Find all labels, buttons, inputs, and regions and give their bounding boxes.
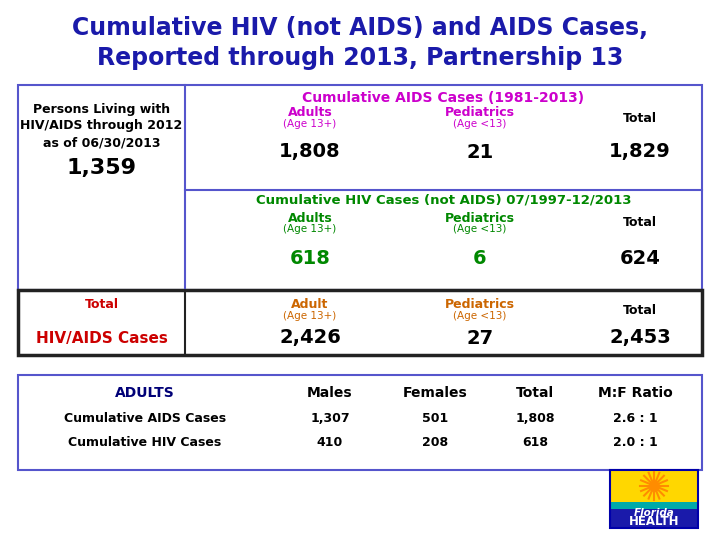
Text: Females: Females bbox=[402, 386, 467, 400]
Text: Cumulative HIV (not AIDS) and AIDS Cases,: Cumulative HIV (not AIDS) and AIDS Cases… bbox=[72, 16, 648, 40]
Text: HEALTH: HEALTH bbox=[629, 515, 679, 528]
Text: 618: 618 bbox=[522, 435, 548, 449]
Text: Total: Total bbox=[516, 386, 554, 400]
Text: (Age 13+): (Age 13+) bbox=[284, 311, 337, 321]
Bar bbox=[610, 502, 698, 509]
Text: 618: 618 bbox=[289, 248, 330, 267]
Text: Males: Males bbox=[307, 386, 353, 400]
Text: Adults: Adults bbox=[287, 105, 333, 118]
Text: 208: 208 bbox=[422, 435, 448, 449]
Text: (Age <13): (Age <13) bbox=[454, 119, 507, 129]
Text: Persons Living with: Persons Living with bbox=[33, 104, 170, 117]
Text: ADULTS: ADULTS bbox=[115, 386, 175, 400]
Text: Total: Total bbox=[623, 111, 657, 125]
Text: Total: Total bbox=[623, 303, 657, 316]
Text: 6: 6 bbox=[473, 248, 487, 267]
Text: 624: 624 bbox=[620, 248, 660, 267]
Text: 2.6 : 1: 2.6 : 1 bbox=[613, 411, 657, 424]
Text: 2,426: 2,426 bbox=[279, 328, 341, 348]
Text: 21: 21 bbox=[467, 143, 494, 161]
Text: 410: 410 bbox=[317, 435, 343, 449]
Bar bbox=[610, 509, 698, 528]
Bar bbox=[18, 290, 702, 355]
Text: Reported through 2013, Partnership 13: Reported through 2013, Partnership 13 bbox=[96, 46, 624, 70]
Bar bbox=[18, 375, 702, 470]
Text: (Age <13): (Age <13) bbox=[454, 311, 507, 321]
Text: Cumulative AIDS Cases (1981-2013): Cumulative AIDS Cases (1981-2013) bbox=[302, 91, 585, 105]
Bar bbox=[610, 470, 698, 502]
Text: M:F Ratio: M:F Ratio bbox=[598, 386, 672, 400]
Text: Pediatrics: Pediatrics bbox=[445, 299, 515, 312]
Text: 27: 27 bbox=[467, 328, 494, 348]
Text: Pediatrics: Pediatrics bbox=[445, 212, 515, 225]
Text: Cumulative AIDS Cases: Cumulative AIDS Cases bbox=[64, 411, 226, 424]
Text: HIV/AIDS through 2012: HIV/AIDS through 2012 bbox=[20, 119, 183, 132]
Text: as of 06/30/2013: as of 06/30/2013 bbox=[42, 137, 161, 150]
Bar bbox=[18, 85, 702, 290]
Text: HIV/AIDS Cases: HIV/AIDS Cases bbox=[35, 330, 168, 346]
Text: 1,359: 1,359 bbox=[66, 158, 137, 178]
Text: Adults: Adults bbox=[287, 212, 333, 225]
Text: Pediatrics: Pediatrics bbox=[445, 105, 515, 118]
Text: 1,829: 1,829 bbox=[609, 143, 671, 161]
Bar bbox=[610, 470, 698, 528]
Text: (Age 13+): (Age 13+) bbox=[284, 224, 337, 234]
Text: (Age <13): (Age <13) bbox=[454, 224, 507, 234]
Text: Cumulative HIV Cases: Cumulative HIV Cases bbox=[68, 435, 222, 449]
Text: Florida: Florida bbox=[634, 509, 675, 518]
Text: 1,808: 1,808 bbox=[279, 143, 341, 161]
Text: Cumulative HIV Cases (not AIDS) 07/1997-12/2013: Cumulative HIV Cases (not AIDS) 07/1997-… bbox=[256, 193, 631, 206]
Text: 1,307: 1,307 bbox=[310, 411, 350, 424]
Text: Total: Total bbox=[84, 299, 119, 312]
Text: 1,808: 1,808 bbox=[516, 411, 554, 424]
Text: 2.0 : 1: 2.0 : 1 bbox=[613, 435, 657, 449]
Text: Total: Total bbox=[623, 217, 657, 230]
Text: Adult: Adult bbox=[292, 299, 329, 312]
Text: (Age 13+): (Age 13+) bbox=[284, 119, 337, 129]
Text: 501: 501 bbox=[422, 411, 448, 424]
Text: 2,453: 2,453 bbox=[609, 328, 671, 348]
